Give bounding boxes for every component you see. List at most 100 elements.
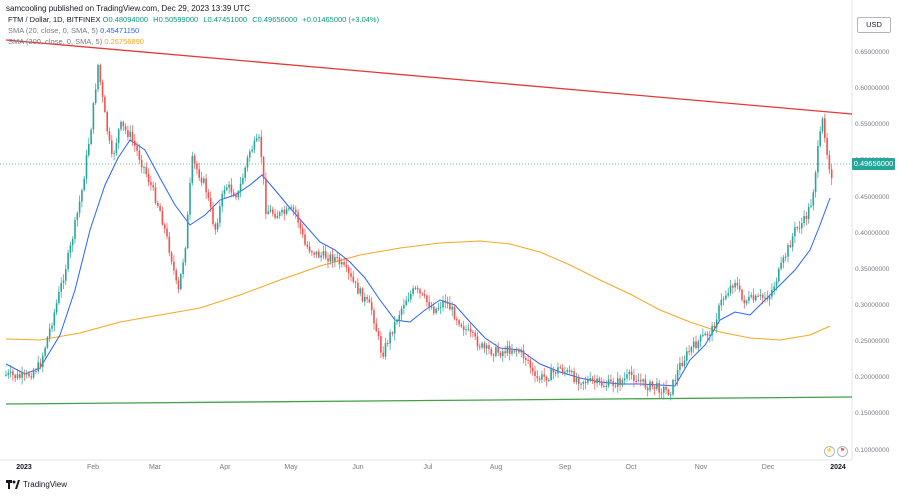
candle-body	[442, 300, 444, 308]
candle-body	[669, 394, 672, 396]
candle-body	[16, 374, 19, 379]
price-tick-label: 0.20000000	[855, 374, 890, 381]
candle-body	[304, 234, 306, 245]
candle-body	[474, 332, 476, 337]
candle-body	[520, 350, 522, 353]
candle-body	[679, 362, 681, 370]
candle-body	[147, 174, 150, 183]
time-tick-label: 2024	[830, 464, 846, 471]
sma200-legend[interactable]: SMA (200, close, 0, SMA, 5) 0.26756890	[8, 36, 382, 47]
candle-body	[81, 190, 83, 202]
candle-body	[159, 205, 161, 211]
candle-body	[768, 296, 771, 300]
candle-body	[805, 216, 808, 219]
candle-body	[810, 205, 812, 207]
candle-body	[262, 156, 265, 179]
high-value: H0.50599000	[153, 15, 199, 24]
candle-body	[690, 347, 693, 352]
sma200-value: 0.26756890	[104, 37, 144, 46]
candle-body	[504, 351, 506, 354]
candle-body	[449, 302, 451, 310]
candle-body	[136, 145, 138, 151]
candle-body	[794, 227, 796, 237]
candle-body	[377, 331, 380, 336]
candle-body	[734, 282, 736, 288]
candle-body	[559, 367, 562, 369]
candle-body	[19, 374, 21, 378]
candle-body	[223, 189, 226, 194]
candle-body	[481, 343, 483, 348]
candle-body	[288, 208, 290, 210]
candle-body	[566, 370, 568, 372]
candle-body	[242, 177, 244, 184]
candle-body	[541, 374, 543, 380]
candle-body	[778, 268, 780, 282]
candle-body	[255, 138, 258, 141]
candle-body	[727, 293, 729, 296]
candle-body	[814, 172, 817, 193]
candle-body	[274, 213, 276, 218]
price-tick-label: 0.60000000	[855, 85, 890, 92]
candle-body	[398, 315, 401, 322]
candle-body	[557, 367, 559, 374]
candle-body	[603, 385, 605, 387]
candle-body	[736, 282, 739, 286]
candle-body	[152, 185, 154, 188]
candle-body	[824, 118, 826, 138]
candle-body	[692, 341, 695, 348]
candle-body	[633, 375, 635, 381]
candle-body	[757, 295, 759, 297]
sma200-label: SMA (200, close, 0, SMA, 5)	[8, 37, 103, 46]
candle-body	[258, 136, 260, 139]
candle-body	[62, 280, 65, 283]
candle-body	[759, 295, 762, 297]
candle-body	[368, 299, 371, 303]
candle-body	[39, 362, 42, 368]
candle-body	[60, 282, 62, 292]
candle-body	[299, 222, 302, 229]
sma200-line	[5, 240, 831, 341]
close-value: C0.49656000	[252, 15, 298, 24]
candle-body	[755, 295, 757, 301]
support-trendline[interactable]	[5, 396, 853, 405]
candle-body	[393, 321, 396, 334]
price-tick-label: 0.45000000	[855, 194, 890, 201]
currency-button[interactable]: USD	[857, 17, 891, 33]
candle-body	[674, 379, 677, 381]
candle-body	[272, 209, 274, 214]
candle-body	[5, 374, 7, 376]
candle-body	[198, 169, 200, 178]
candle-body	[23, 373, 26, 375]
candle-body	[134, 140, 136, 146]
candle-body	[492, 354, 495, 356]
resistance-trendline[interactable]	[5, 39, 853, 115]
candle-body	[246, 157, 249, 168]
candle-body	[428, 302, 430, 308]
sma20-legend[interactable]: SMA (20, close, 0, SMA, 5) 0.45471150	[8, 25, 382, 36]
flag-icon[interactable]: ⚑	[837, 446, 848, 457]
candle-body	[357, 282, 359, 294]
candle-body	[205, 178, 207, 193]
candle-body	[108, 131, 111, 141]
candle-body	[373, 310, 375, 324]
candle-body	[722, 298, 725, 300]
candle-body	[465, 329, 467, 331]
candle-body	[729, 285, 732, 294]
candle-body	[577, 378, 580, 384]
candle-body	[320, 255, 322, 258]
candle-body	[78, 201, 81, 213]
candle-body	[600, 381, 603, 386]
current-price-badge: 0.49656000	[852, 158, 895, 170]
lightning-icon[interactable]: ⚡	[824, 446, 835, 457]
candle-body	[88, 144, 90, 156]
candle-body	[12, 371, 14, 376]
candle-body	[610, 379, 612, 382]
candle-body	[711, 325, 713, 335]
candle-body	[646, 387, 649, 391]
symbol-legend[interactable]: FTM / Dollar, 1D, BITFINEX O0.48094000 H…	[8, 14, 382, 25]
time-tick-label: Feb	[86, 464, 100, 471]
candle-body	[35, 371, 37, 373]
time-tick-label: Aug	[489, 464, 503, 471]
time-tick-label: Mar	[148, 464, 162, 471]
